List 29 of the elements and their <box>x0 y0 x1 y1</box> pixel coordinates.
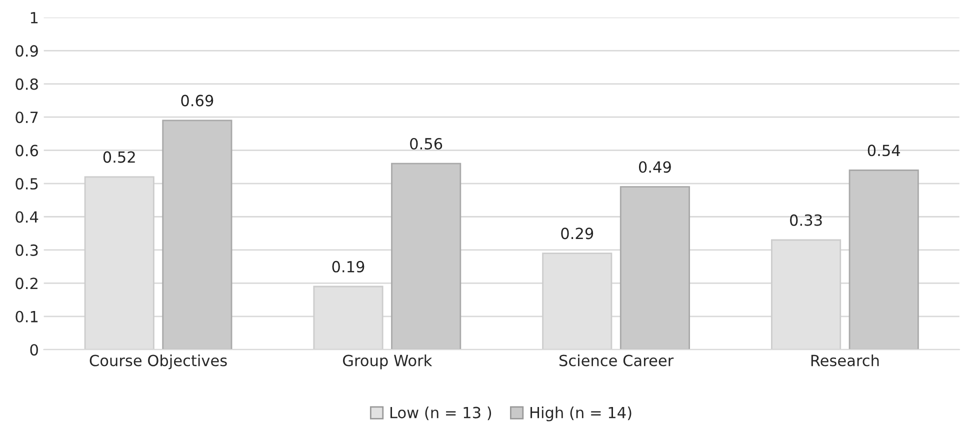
data-label: 0.19 <box>332 260 364 272</box>
y-tick-label: 0.3 <box>16 244 38 256</box>
x-tick-label: Course Objectives <box>90 354 227 370</box>
y-tick-label: 0.9 <box>16 45 38 57</box>
x-tick-label: Group Work <box>343 354 432 370</box>
bar <box>162 120 232 350</box>
y-tick-label: 0.6 <box>16 144 38 156</box>
y-tick-label: 0.8 <box>16 78 38 90</box>
data-label: 0.33 <box>790 214 822 226</box>
y-tick-label: 0 <box>30 344 38 356</box>
data-label: 0.56 <box>410 138 442 150</box>
y-tick-label: 1 <box>30 12 38 24</box>
x-tick-label: Research <box>811 354 879 366</box>
data-label: 0.69 <box>181 94 214 106</box>
bar <box>848 170 919 350</box>
bar <box>391 162 462 350</box>
y-tick-label: 0.1 <box>16 310 38 322</box>
bar <box>620 186 690 350</box>
y-tick-label: 0.5 <box>16 178 38 190</box>
data-label: 0.29 <box>561 228 594 240</box>
y-tick-label: 0.4 <box>16 211 38 223</box>
y-tick-label: 0.7 <box>16 112 38 124</box>
data-label: 0.52 <box>103 151 135 163</box>
y-tick-label: 0.2 <box>16 278 38 290</box>
x-tick-label: Science Career <box>559 354 674 366</box>
data-label: 0.54 <box>868 144 900 156</box>
legend-label: High (n = 14) <box>530 406 632 422</box>
data-label: 0.49 <box>638 161 671 173</box>
legend-label: Low (n = 13 ) <box>390 406 492 420</box>
